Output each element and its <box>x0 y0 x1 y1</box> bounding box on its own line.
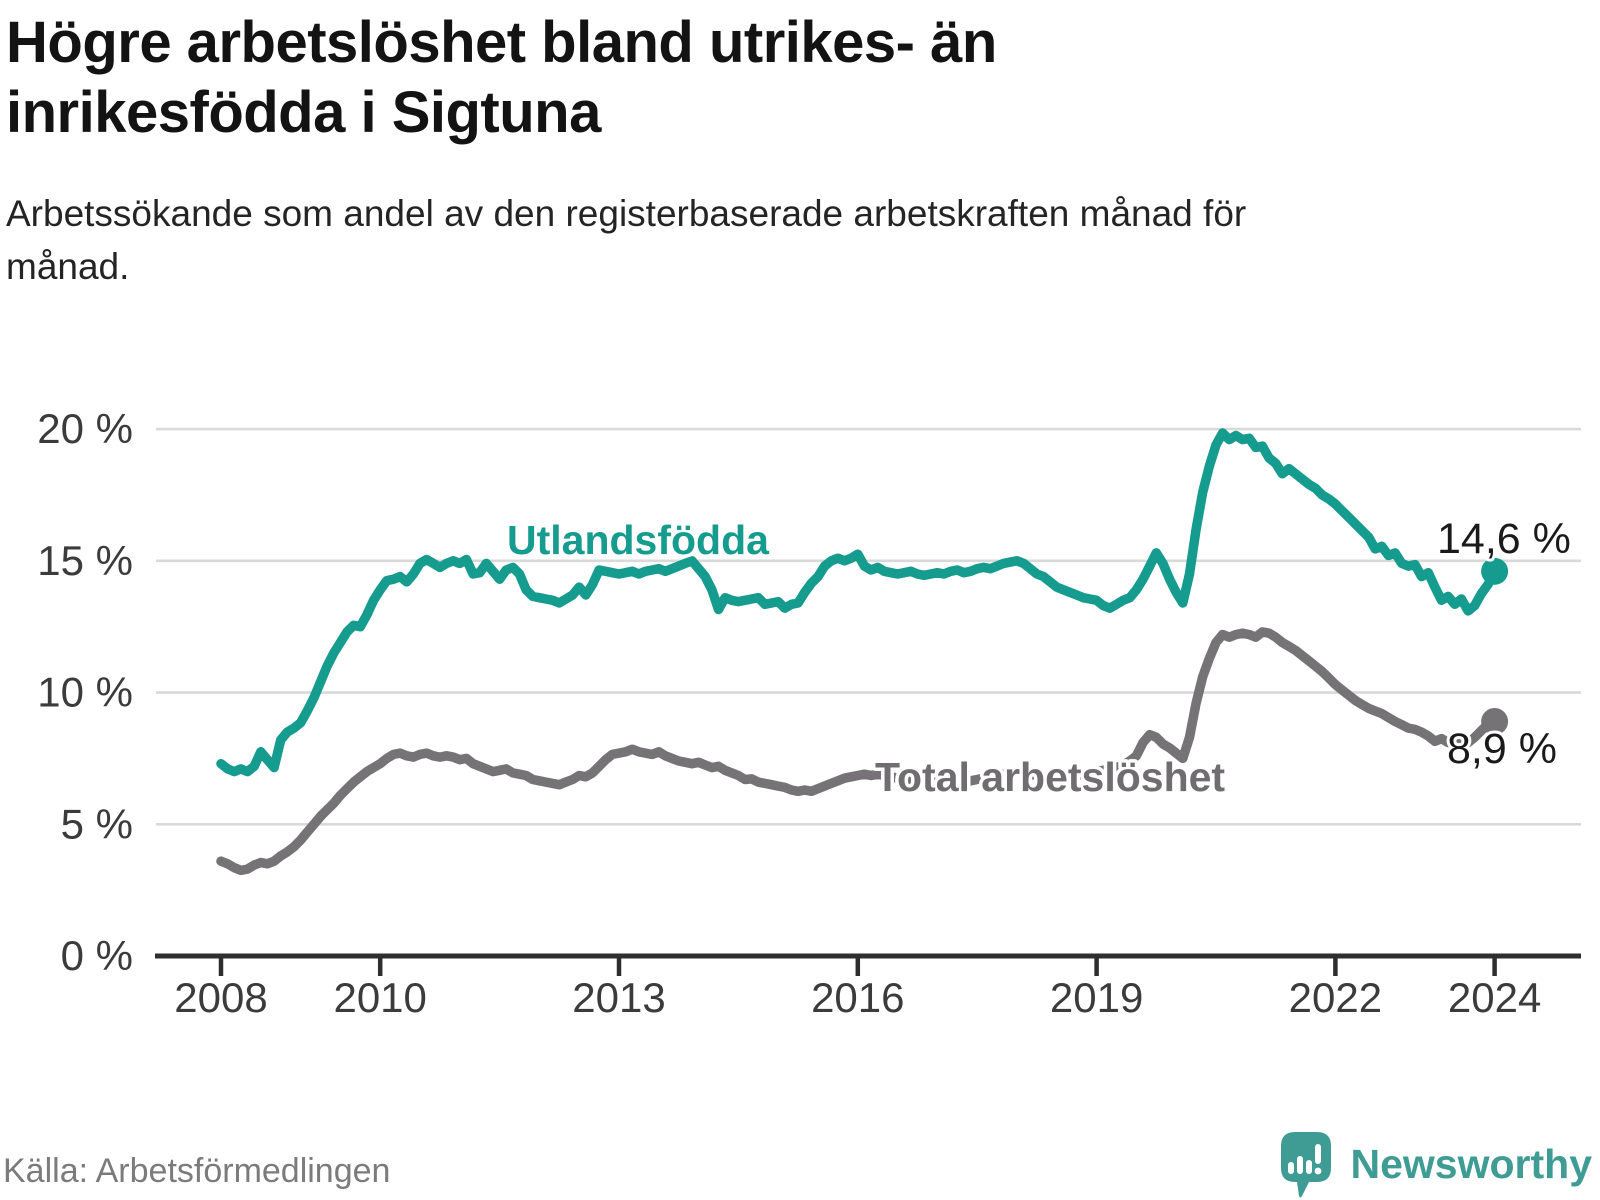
y-axis-label-5: 5 % <box>61 800 133 847</box>
y-axis-label-20: 20 % <box>37 405 133 452</box>
y-axis-label-0: 0 % <box>61 932 133 979</box>
source-note: Källa: Arbetsförmedlingen <box>3 1152 391 1190</box>
series-line-utlandsfodda <box>216 428 1500 777</box>
brand-name: Newsworthy <box>1350 1140 1593 1187</box>
series-end-dot-total <box>1481 708 1509 736</box>
y-axis-label-10: 10 % <box>37 669 133 716</box>
newsworthy-branding: Newsworthy <box>1279 1128 1593 1200</box>
x-axis-label-2008: 2008 <box>174 974 267 1021</box>
x-axis-label-2010: 2010 <box>333 974 426 1021</box>
speech-bubble-bar-chart-icon <box>1280 1132 1331 1198</box>
page-title: Högre arbetslöshet bland utrikes- än inr… <box>6 10 997 146</box>
x-axis-label-2016: 2016 <box>811 974 904 1021</box>
series-line-total <box>216 627 1500 876</box>
series-end-dot-utlandsfodda <box>1481 557 1509 585</box>
x-axis-label-2022: 2022 <box>1289 974 1382 1021</box>
series-label-total: Total arbetslöshet <box>875 754 1225 800</box>
chart-subtitle: Arbetssökande som andel av den registerb… <box>6 193 1247 287</box>
x-axis-label-2024: 2024 <box>1448 974 1541 1021</box>
end-value-label-total: 8,9 % <box>1447 725 1557 773</box>
y-axis-label-15: 15 % <box>37 537 133 584</box>
x-axis-label-2013: 2013 <box>572 974 665 1021</box>
end-value-label-utlandsfodda: 14,6 % <box>1437 515 1571 563</box>
x-axis-label-2019: 2019 <box>1050 974 1143 1021</box>
series-label-utlandsfodda: Utlandsfödda <box>507 517 770 563</box>
